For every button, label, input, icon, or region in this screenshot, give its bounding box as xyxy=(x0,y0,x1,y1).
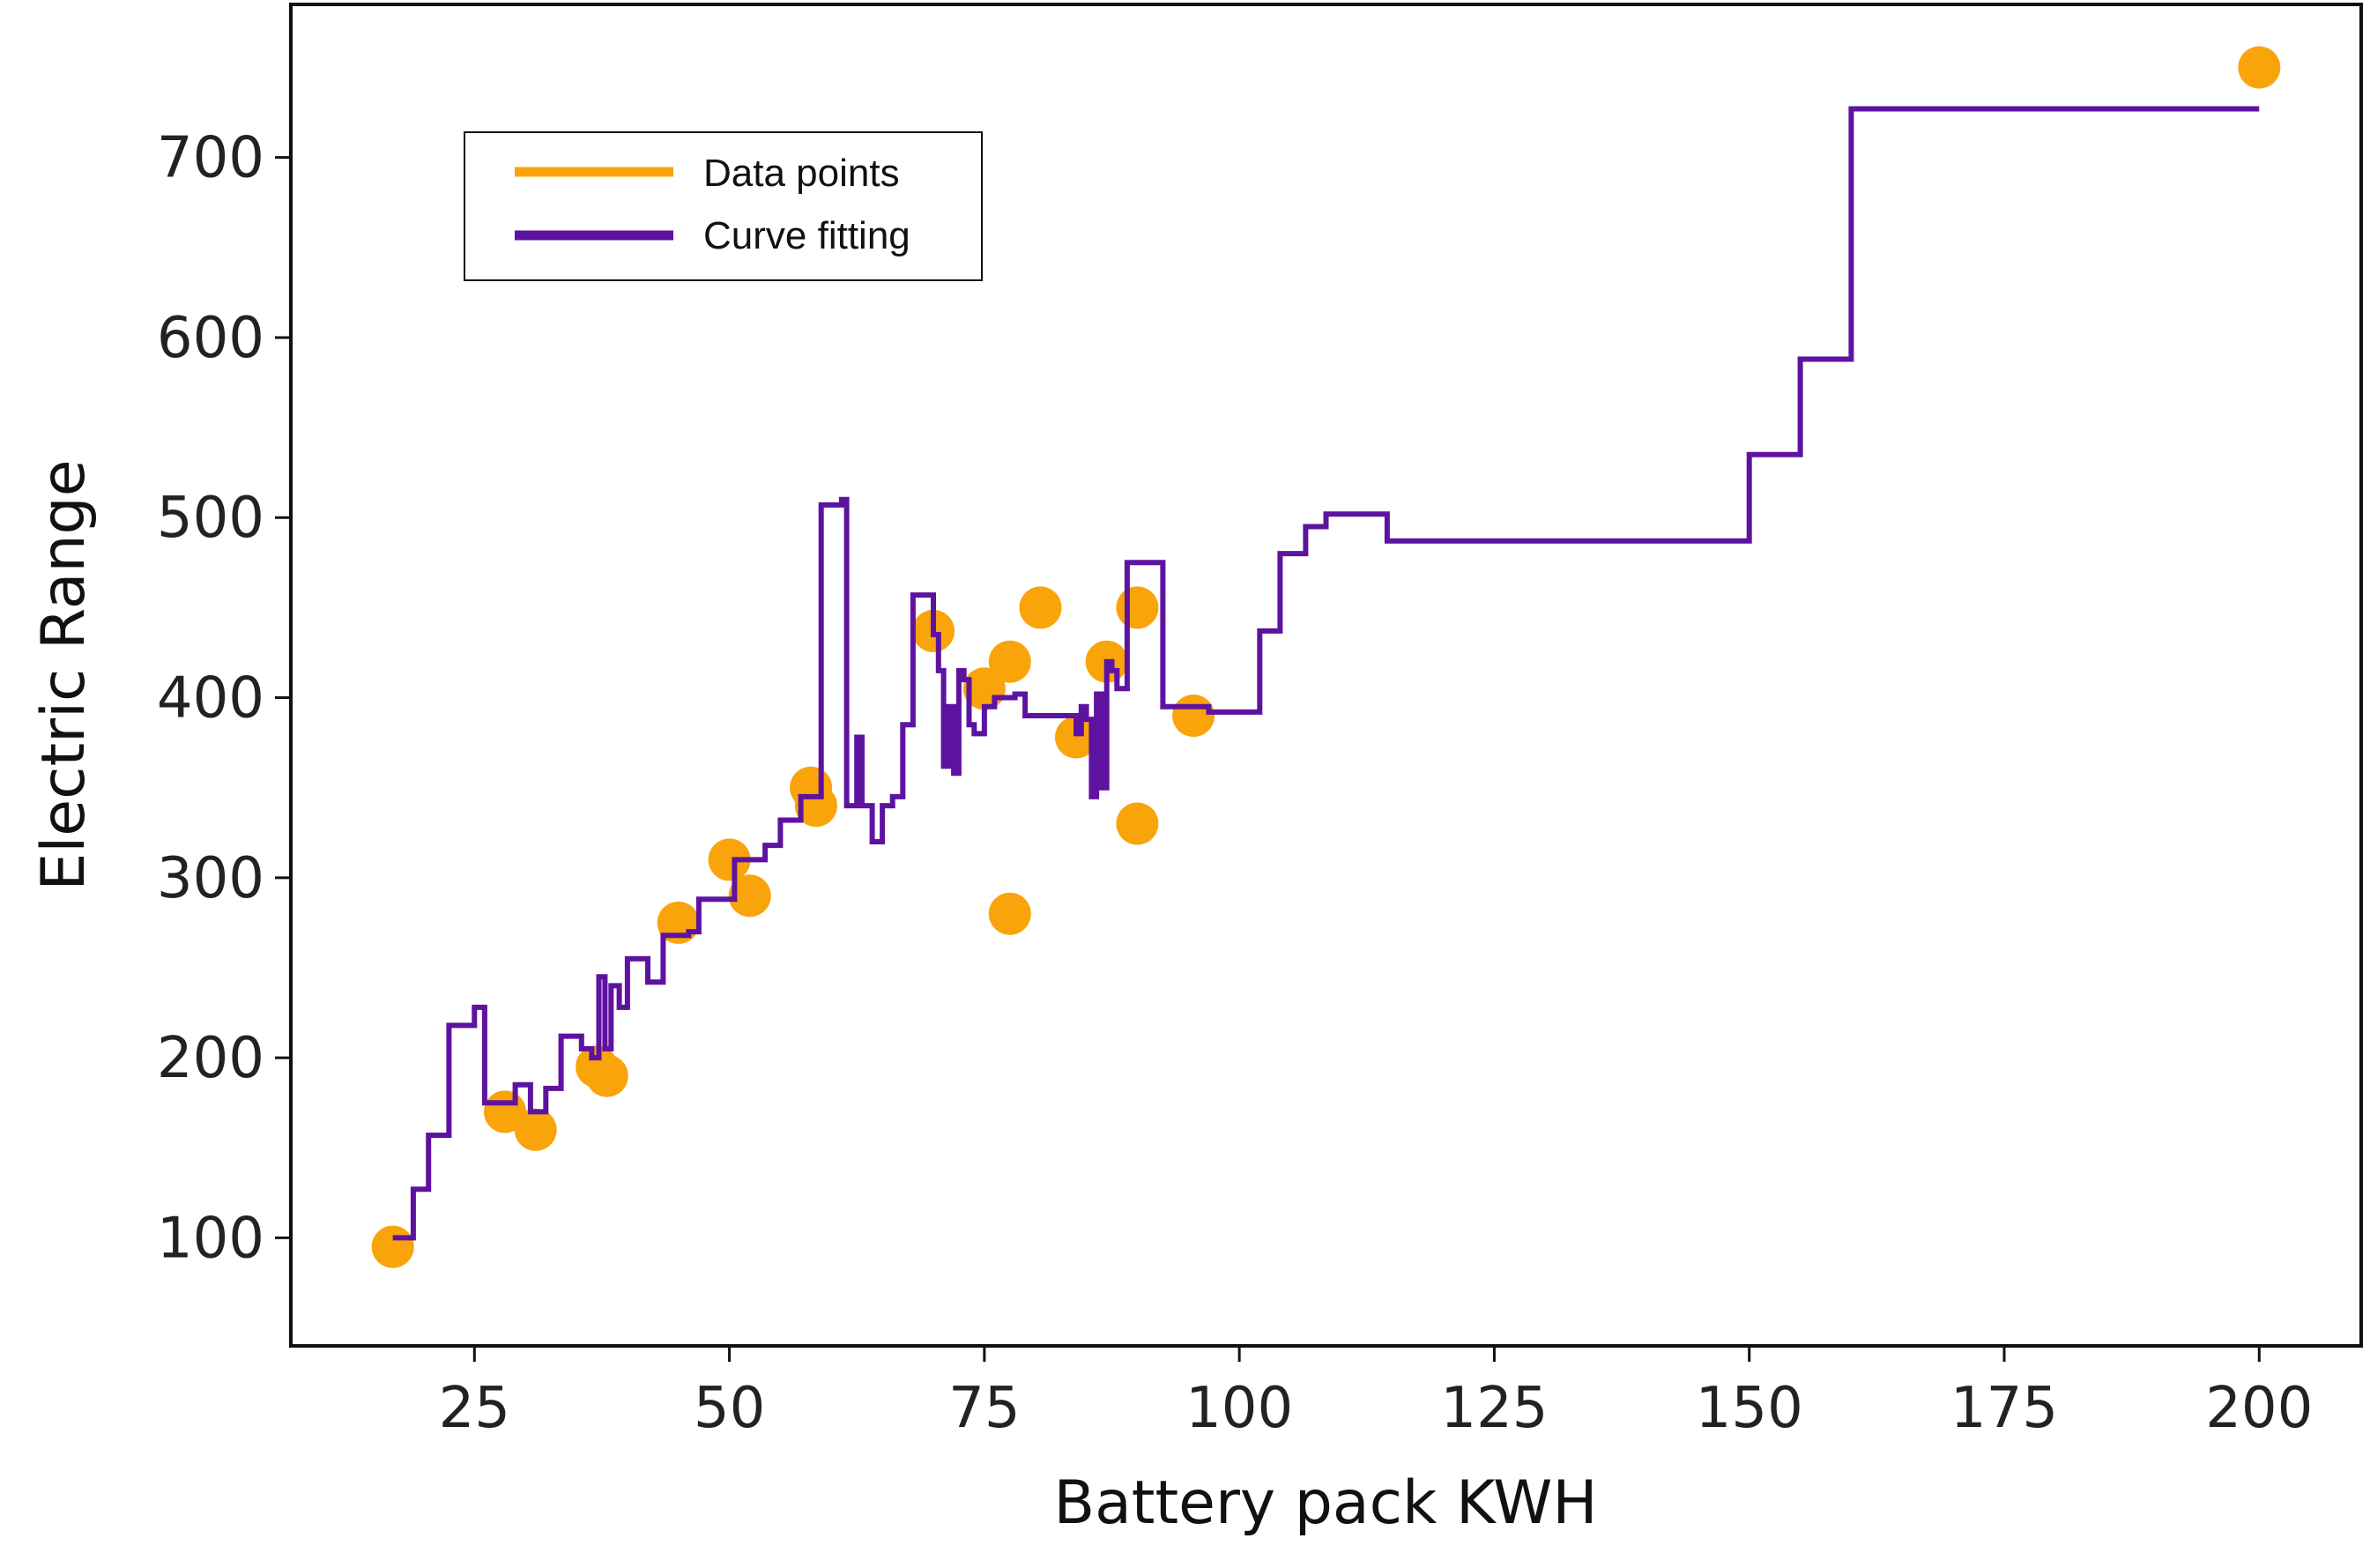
data-point-19 xyxy=(1172,695,1215,737)
x-tick-label-6: 175 xyxy=(1950,1376,2058,1441)
data-point-13 xyxy=(988,892,1031,935)
x-tick-label-0: 25 xyxy=(439,1376,510,1441)
data-point-2 xyxy=(514,1108,557,1151)
data-point-4 xyxy=(585,1054,628,1097)
y-tick-label-6: 700 xyxy=(157,126,264,191)
data-point-0 xyxy=(371,1225,414,1268)
plot-frame xyxy=(289,3,2363,1348)
data-point-12 xyxy=(988,640,1031,683)
data-point-14 xyxy=(1019,586,1062,629)
curve-fitting-line xyxy=(392,106,2260,1241)
data-point-6 xyxy=(708,838,751,881)
y-tick-label-4: 500 xyxy=(157,486,264,551)
x-tick-label-5: 150 xyxy=(1696,1376,1803,1441)
y-axis: 100 200 300 400 500 600 700 xyxy=(157,126,291,1271)
x-axis: 25 50 75 100 125 150 175 200 xyxy=(439,1346,2313,1441)
data-point-18 xyxy=(1116,802,1159,845)
y-tick-label-1: 200 xyxy=(157,1026,264,1091)
data-point-7 xyxy=(728,874,771,918)
legend-label-data-points: Data points xyxy=(703,152,900,195)
x-tick-label-4: 125 xyxy=(1440,1376,1548,1441)
data-point-17 xyxy=(1116,586,1159,629)
legend-label-curve-fitting: Curve fitting xyxy=(703,214,910,257)
plot-area xyxy=(371,46,2281,1268)
x-tick-label-1: 50 xyxy=(694,1376,765,1441)
legend-box xyxy=(464,131,983,281)
legend: Data points Curve fitting xyxy=(464,131,983,281)
x-axis-label: Battery pack KWH xyxy=(1053,1468,1597,1538)
y-tick-label-5: 600 xyxy=(157,306,264,371)
y-axis-label: Electric Range xyxy=(29,459,99,890)
y-tick-label-3: 400 xyxy=(157,666,264,732)
x-tick-label-2: 75 xyxy=(948,1376,1020,1441)
x-tick-label-3: 100 xyxy=(1185,1376,1293,1441)
data-point-20 xyxy=(2238,46,2281,89)
y-tick-label-0: 100 xyxy=(157,1206,264,1271)
y-tick-label-2: 300 xyxy=(157,846,264,911)
data-point-15 xyxy=(1055,716,1097,759)
x-tick-label-7: 200 xyxy=(2205,1376,2313,1441)
